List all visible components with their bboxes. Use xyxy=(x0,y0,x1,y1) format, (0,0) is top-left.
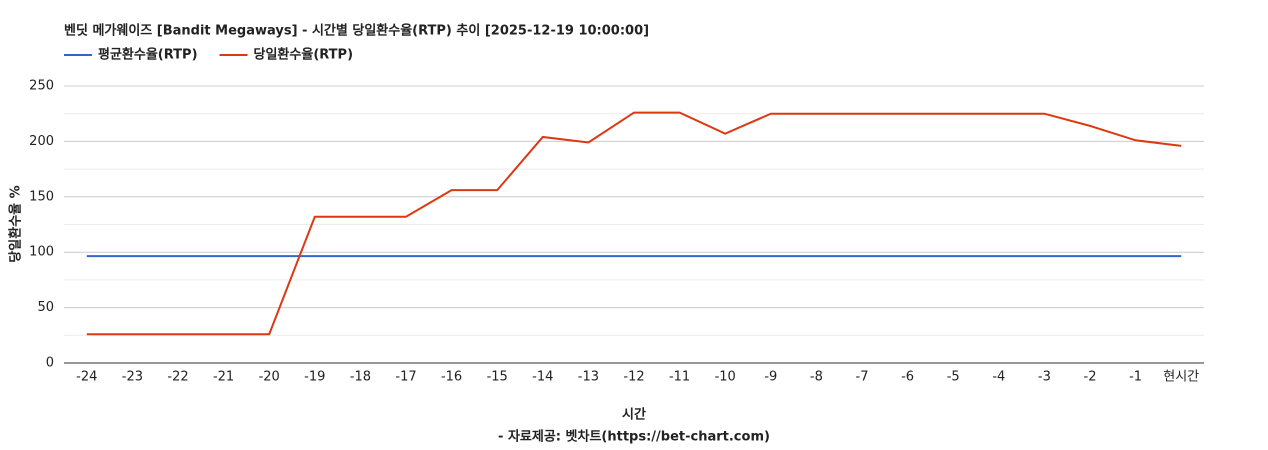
x-tick-label: -15 xyxy=(487,370,508,385)
x-tick-label: -1 xyxy=(1129,370,1142,385)
x-tick-label: 현시간 xyxy=(1163,370,1199,385)
x-tick-label: -10 xyxy=(715,370,736,385)
y-tick-label: 200 xyxy=(29,134,54,149)
x-tick-label: -13 xyxy=(578,370,599,385)
y-tick-label: 0 xyxy=(46,356,54,371)
x-tick-label: -12 xyxy=(623,370,644,385)
x-tick-label: -19 xyxy=(304,370,325,385)
y-tick-label: 150 xyxy=(29,189,54,204)
x-tick-label: -14 xyxy=(532,370,553,385)
x-tick-label: -6 xyxy=(901,370,914,385)
x-tick-label: -20 xyxy=(259,370,280,385)
x-tick-label: -7 xyxy=(856,370,869,385)
x-tick-label: -21 xyxy=(213,370,234,385)
x-tick-label: -3 xyxy=(1038,370,1051,385)
y-axis-label: 당일환수율 % xyxy=(8,185,24,262)
x-tick-label: -18 xyxy=(350,370,371,385)
source-note: - 자료제공: 벳차트(https://bet-chart.com) xyxy=(498,429,770,445)
y-tick-label: 100 xyxy=(29,245,54,260)
legend-label: 평균환수율(RTP) xyxy=(98,47,198,63)
y-tick-label: 50 xyxy=(37,300,54,315)
legend-label: 당일환수율(RTP) xyxy=(254,47,354,63)
chart-title: 벤딧 메가웨이즈 [Bandit Megaways] - 시간별 당일환수율(R… xyxy=(64,23,649,39)
x-tick-label: -5 xyxy=(947,370,960,385)
y-tick-label: 250 xyxy=(29,79,54,94)
x-tick-label: -2 xyxy=(1084,370,1097,385)
x-tick-label: -8 xyxy=(810,370,823,385)
x-tick-label: -4 xyxy=(992,370,1005,385)
x-axis-label: 시간 xyxy=(622,407,646,423)
series-line xyxy=(86,111,1182,336)
x-tick-label: -11 xyxy=(669,370,690,385)
x-tick-label: -16 xyxy=(441,370,462,385)
x-tick-label: -24 xyxy=(76,370,97,385)
x-tick-label: -9 xyxy=(764,370,777,385)
x-tick-label: -17 xyxy=(395,370,416,385)
x-tick-label: -23 xyxy=(122,370,143,385)
x-tick-label: -22 xyxy=(167,370,188,385)
